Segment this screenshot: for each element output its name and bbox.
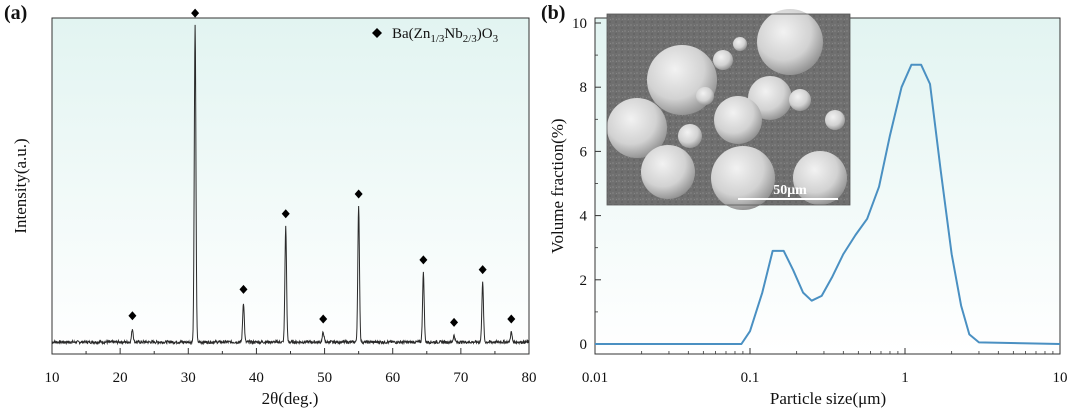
- peak-diamond-marker: [281, 209, 290, 219]
- peak-diamond-marker: [128, 311, 137, 321]
- sem-particle: [713, 50, 733, 70]
- xrd-trace: [52, 24, 529, 346]
- x-tick-label: 20: [113, 370, 128, 386]
- x-tick-label: 10: [45, 370, 60, 386]
- scale-bar-label: 50μm: [773, 183, 807, 198]
- peak-diamond-marker: [419, 255, 428, 265]
- x-tick-label: 0.01: [582, 370, 608, 386]
- x-tick-label: 30: [181, 370, 196, 386]
- y-tick-label: 10: [572, 16, 587, 32]
- sem-inset-border: [606, 13, 851, 206]
- panel-b-ticks: 0.01 0.1 1 10 0 2 4 6 8 10: [572, 16, 1068, 386]
- sem-particle: [678, 124, 702, 148]
- panel-b-x-axis-title: Particle size(μm): [770, 389, 886, 408]
- y-tick-label: 4: [580, 209, 588, 225]
- panel-a: (a) 10 20 30 40 50 60 70 80 Ba(Zn1/3Nb2/3)O3 2θ…: [4, 2, 537, 408]
- peak-diamond-marker: [239, 284, 248, 294]
- x-tick-label: 40: [249, 370, 264, 386]
- panel-a-y-axis-title: Intensity(a.u.): [11, 138, 30, 233]
- peak-diamond-marker: [191, 8, 200, 18]
- sem-particle: [696, 87, 714, 105]
- sem-particle: [825, 110, 845, 130]
- xrd-line: [52, 24, 529, 346]
- panel-b-label: (b): [541, 2, 565, 24]
- panel-a-x-axis-title: 2θ(deg.): [262, 389, 319, 408]
- sem-inset: 50μm: [606, 9, 851, 210]
- peak-diamond-marker: [478, 265, 487, 275]
- peak-markers: [128, 8, 516, 327]
- sem-particle: [793, 151, 847, 205]
- peak-diamond-marker: [319, 314, 328, 324]
- legend-part-2: Nb: [444, 26, 462, 42]
- peak-diamond-marker: [354, 189, 363, 199]
- legend-diamond-icon: [372, 28, 382, 38]
- psd-line: [595, 63, 1060, 345]
- sem-particle: [733, 37, 747, 51]
- x-tick-label: 50: [317, 370, 332, 386]
- sem-particle: [789, 89, 811, 111]
- panel-a-plot-area: [51, 17, 530, 355]
- legend-sub-2: 2/3: [463, 33, 478, 45]
- x-tick-label: 1: [901, 370, 909, 386]
- y-tick-label: 2: [580, 273, 588, 289]
- panel-b-y-axis-title: Volume fraction(%): [548, 118, 567, 253]
- peak-diamond-marker: [450, 317, 459, 327]
- sem-particle: [641, 145, 695, 199]
- sem-particle: [711, 146, 775, 210]
- panel-a-legend: Ba(Zn1/3Nb2/3)O3: [372, 26, 499, 45]
- legend-text: Ba(Zn1/3Nb2/3)O3: [392, 26, 499, 45]
- panel-a-x-ticks: 10 20 30 40 50 60 70 80: [45, 348, 537, 386]
- x-tick-label: 80: [522, 370, 537, 386]
- sem-particles: [607, 9, 847, 210]
- y-tick-label: 6: [580, 144, 588, 160]
- sem-particle: [714, 96, 762, 144]
- legend-part-3: )O: [477, 26, 493, 42]
- peak-diamond-marker: [507, 314, 516, 324]
- sem-particle: [757, 9, 823, 75]
- x-tick-label: 60: [385, 370, 400, 386]
- panel-a-label: (a): [4, 2, 27, 24]
- y-tick-label: 8: [580, 80, 588, 96]
- y-tick-label: 0: [580, 337, 588, 353]
- legend-sub-1: 1/3: [430, 33, 445, 45]
- psd-trace: [595, 63, 1060, 345]
- x-tick-label: 70: [453, 370, 468, 386]
- sem-particle: [607, 98, 667, 158]
- legend-sub-3: 3: [493, 33, 499, 45]
- x-tick-label: 10: [1053, 370, 1068, 386]
- x-tick-label: 0.1: [741, 370, 760, 386]
- legend-part-1: Ba(Zn: [392, 26, 431, 42]
